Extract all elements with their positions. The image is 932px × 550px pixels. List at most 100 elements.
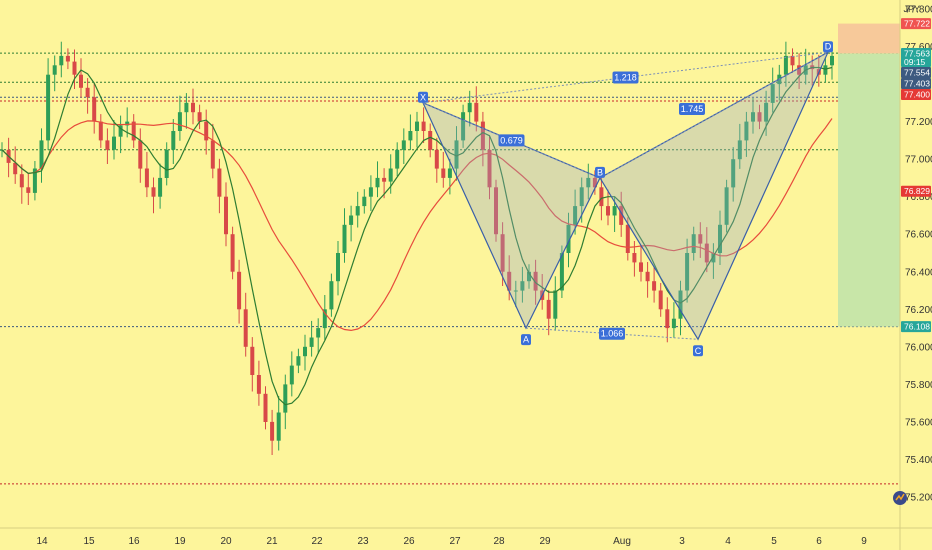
candle (289, 351, 294, 397)
pattern-point-label[interactable]: C (693, 345, 703, 357)
svg-text:D: D (825, 42, 832, 52)
pattern-point-label[interactable]: B (595, 166, 605, 178)
time-tick-label: 19 (174, 536, 186, 547)
candle (592, 170, 597, 195)
price-tick-label: 75.400 (905, 455, 932, 466)
candle (507, 255, 512, 301)
price-tick-label: 77.000 (905, 155, 932, 166)
candle (586, 163, 591, 200)
candle (92, 83, 97, 134)
candle (698, 222, 703, 258)
moving-average-line[interactable] (1, 66, 833, 406)
time-tick-label: 29 (539, 536, 551, 547)
candle (375, 161, 380, 198)
price-tick-label: 76.400 (905, 267, 932, 278)
candle (263, 386, 268, 430)
candle (39, 128, 44, 183)
price-axis[interactable]: 77.800 77.600 77.200 77.000 76.800 76.600 76.4… (905, 5, 932, 504)
svg-text:A: A (523, 335, 529, 345)
candle (171, 119, 176, 164)
stop-loss-zone[interactable] (838, 23, 900, 54)
price-tick-label: 77.200 (905, 117, 932, 128)
candle (447, 158, 452, 195)
candle (303, 334, 307, 371)
pattern-bd-line (599, 51, 829, 179)
candle (309, 320, 314, 357)
candle (164, 142, 169, 186)
candle (98, 114, 103, 148)
svg-text:B: B (597, 167, 603, 177)
candle (177, 95, 182, 141)
pattern-point-label[interactable]: A (521, 334, 531, 346)
candle (823, 57, 828, 83)
candle (546, 290, 551, 336)
candle (243, 292, 248, 357)
candle (26, 173, 31, 205)
candle (751, 98, 755, 134)
candle (665, 297, 670, 343)
candle (329, 273, 334, 317)
svg-text:77.554: 77.554 (904, 68, 930, 78)
time-tick-label: 23 (357, 536, 369, 547)
svg-text:09:15: 09:15 (904, 57, 926, 67)
time-axis[interactable]: 14 15 16 19 20 21 22 23 26 27 28 29 Aug 3 4 5 6 9 (36, 536, 867, 547)
candle (790, 48, 795, 73)
candle (296, 348, 301, 374)
candle (652, 266, 657, 303)
candle (197, 104, 202, 130)
candle (336, 241, 340, 296)
candle (527, 264, 531, 289)
svg-text:0.679: 0.679 (500, 135, 523, 145)
price-tag: 76.829 (901, 185, 931, 197)
svg-text:77.563: 77.563 (904, 49, 930, 59)
time-tick-label: 6 (816, 536, 822, 547)
pattern-point-label[interactable]: D (823, 41, 833, 53)
candle (65, 48, 70, 70)
svg-text:77.400: 77.400 (904, 90, 930, 100)
pattern-ratio-label: 1.745 (679, 103, 705, 115)
candle (461, 104, 466, 148)
candle (151, 177, 156, 214)
candle (112, 120, 116, 160)
candle (362, 189, 367, 214)
candle (118, 115, 123, 154)
candle (467, 90, 472, 127)
time-tick-label: 5 (771, 536, 777, 547)
candle (441, 152, 446, 188)
pattern-bcd-triangle[interactable] (599, 50, 830, 341)
time-tick-label: Aug (613, 536, 631, 547)
candle (513, 280, 518, 308)
candle (256, 360, 261, 406)
candle (454, 126, 459, 181)
time-tick-label: 26 (403, 536, 415, 547)
short-position-tool[interactable] (838, 23, 900, 327)
price-tick-label: 76.200 (905, 305, 932, 316)
pattern-ratio-label: 1.218 (612, 71, 639, 84)
take-profit-zone[interactable] (838, 53, 900, 327)
price-tag: 77.400 (901, 89, 931, 100)
pattern-ac-line (525, 327, 699, 340)
candle (671, 302, 676, 338)
price-tag: 76.108 (901, 321, 931, 333)
price-tick-label: 76.000 (905, 342, 932, 353)
tradingview-logo-icon[interactable] (890, 488, 910, 508)
candle (757, 104, 762, 130)
currency-label: JPY (903, 4, 920, 14)
pattern-point-label[interactable]: X (418, 91, 428, 103)
svg-text:1.745: 1.745 (681, 104, 704, 114)
candle (639, 245, 643, 282)
candle (428, 123, 433, 158)
harmonic-pattern[interactable]: X A B C D 1.218 0.679 1.066 1.745 (418, 41, 833, 357)
candle (724, 179, 729, 233)
candle (191, 88, 195, 125)
candle (480, 111, 485, 167)
candle (487, 135, 492, 200)
time-tick-label: 15 (83, 536, 95, 547)
candle (46, 58, 51, 151)
candle (105, 128, 110, 164)
moving-averages (1, 66, 833, 406)
candle (79, 58, 83, 98)
pattern-ratio-label: 0.679 (498, 134, 525, 147)
moving-average-line[interactable] (1, 118, 833, 332)
